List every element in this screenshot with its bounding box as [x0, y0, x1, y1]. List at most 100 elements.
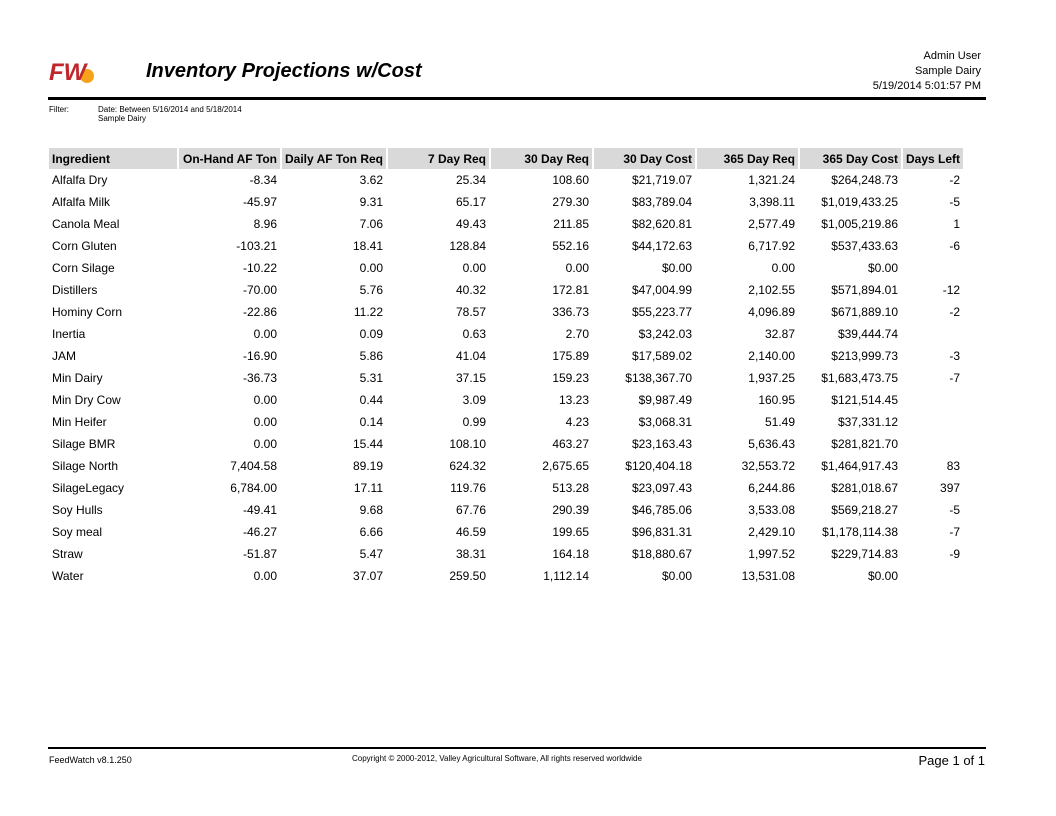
value-cell: 1: [953, 217, 961, 231]
value-cell: -45.97: [242, 195, 277, 209]
value-cell: 1,937.25: [748, 371, 796, 385]
value-cell: 46.59: [455, 525, 487, 539]
value-cell: 37.15: [455, 371, 487, 385]
column-header: Daily AF Ton Req: [282, 148, 387, 169]
value-cell: $569,218.27: [831, 503, 899, 517]
value-cell: $1,019,433.25: [821, 195, 899, 209]
svg-text:FW: FW: [49, 59, 89, 85]
value-cell: 15.44: [352, 437, 384, 451]
value-cell: 2,577.49: [748, 217, 796, 231]
filter-dairy: Sample Dairy: [98, 114, 147, 123]
logo: FW: [49, 57, 97, 86]
value-cell: [903, 257, 963, 279]
value-cell: $120,404.18: [625, 459, 693, 473]
value-cell: 2.70: [565, 327, 590, 341]
ingredient-cell: Inertia: [52, 327, 86, 341]
table-row: Silage North 7,404.58 89.19 624.32 2,675.65 $…: [49, 455, 963, 477]
filter-values: Date: Between 5/16/2014 and 5/18/2014 Sa…: [98, 105, 242, 123]
column-header: Ingredient: [49, 148, 177, 169]
value-cell: 397: [940, 481, 961, 495]
value-cell: 0.00: [253, 437, 277, 451]
ingredient-cell: Soy meal: [52, 525, 103, 539]
column-header: 365 Day Req: [697, 148, 799, 169]
value-cell: $37,331.12: [837, 415, 899, 429]
value-cell: 0.09: [359, 327, 384, 341]
ingredient-cell: Silage BMR: [52, 437, 116, 451]
value-cell: 5.47: [359, 547, 384, 561]
value-cell: $571,894.01: [831, 283, 899, 297]
column-header: 7 Day Req: [388, 148, 490, 169]
table-row: Min Dairy -36.73 5.31 37.15 159.23 $138,367.7…: [49, 367, 963, 389]
page-number: Page 1 of 1: [918, 753, 986, 768]
value-cell: $537,433.63: [831, 239, 899, 253]
value-cell: $83,789.04: [631, 195, 693, 209]
value-cell: -49.41: [242, 503, 277, 517]
value-cell: 9.31: [359, 195, 384, 209]
user-name: Admin User: [923, 50, 981, 62]
value-cell: 4.23: [565, 415, 590, 429]
value-cell: 259.50: [449, 569, 487, 583]
value-cell: 552.16: [552, 239, 590, 253]
filter-label: Filter:: [49, 105, 69, 114]
value-cell: $46,785.06: [631, 503, 693, 517]
table-header-row: Ingredient On-Hand AF Ton Daily AF Ton Req…: [49, 148, 964, 169]
value-cell: 6,784.00: [230, 481, 277, 495]
ingredient-cell: Distillers: [52, 283, 98, 297]
value-cell: $23,097.43: [631, 481, 693, 495]
ingredient-cell: Min Heifer: [52, 415, 107, 429]
value-cell: 41.04: [455, 349, 487, 363]
value-cell: -7: [949, 525, 961, 539]
ingredient-cell: Min Dry Cow: [52, 393, 121, 407]
filter-block: Filter: Date: Between 5/16/2014 and 5/18…: [49, 105, 242, 123]
value-cell: 18.41: [352, 239, 384, 253]
value-cell: 67.76: [455, 503, 487, 517]
logo-mark: FW: [49, 59, 94, 86]
value-cell: $229,714.83: [831, 547, 899, 561]
value-cell: -36.73: [242, 371, 277, 385]
value-cell: -46.27: [242, 525, 277, 539]
report-timestamp: 5/19/2014 5:01:57 PM: [872, 80, 981, 92]
value-cell: 290.39: [552, 503, 590, 517]
value-cell: 0.00: [359, 261, 384, 275]
value-cell: 78.57: [455, 305, 487, 319]
value-cell: 624.32: [449, 459, 487, 473]
value-cell: 6.66: [359, 525, 384, 539]
ingredient-cell: Straw: [52, 547, 83, 561]
value-cell: -8.34: [249, 173, 277, 187]
value-cell: $3,068.31: [638, 415, 693, 429]
value-cell: -70.00: [242, 283, 277, 297]
inventory-table: Ingredient On-Hand AF Ton Daily AF Ton Req…: [47, 148, 965, 587]
table-row: Water 0.00 37.07 259.50 1,112.14 $0.00 13,531.…: [49, 565, 963, 587]
value-cell: $3,242.03: [638, 327, 693, 341]
value-cell: 49.43: [455, 217, 487, 231]
value-cell: 0.99: [462, 415, 487, 429]
value-cell: 32,553.72: [741, 459, 796, 473]
value-cell: 8.96: [253, 217, 277, 231]
value-cell: 513.28: [552, 481, 590, 495]
column-header: Days Left: [903, 148, 964, 169]
value-cell: -22.86: [242, 305, 277, 319]
value-cell: $96,831.31: [631, 525, 693, 539]
value-cell: 0.00: [462, 261, 487, 275]
value-cell: -7: [949, 371, 961, 385]
value-cell: [903, 389, 963, 411]
value-cell: $0.00: [661, 569, 693, 583]
value-cell: $281,821.70: [831, 437, 899, 451]
value-cell: 0.63: [462, 327, 487, 341]
header-rule: [48, 97, 986, 100]
report-meta: Admin User Sample Dairy 5/19/2014 5:01:5…: [873, 49, 981, 94]
value-cell: 0.44: [359, 393, 384, 407]
value-cell: 279.30: [552, 195, 590, 209]
value-cell: $21,719.07: [631, 173, 693, 187]
ingredient-cell: Min Dairy: [52, 371, 103, 385]
table-row: Alfalfa Dry -8.34 3.62 25.34 108.60 $21,719.0…: [49, 169, 963, 191]
value-cell: 9.68: [359, 503, 384, 517]
value-cell: 4,096.89: [748, 305, 796, 319]
value-cell: $671,889.10: [831, 305, 899, 319]
value-cell: 175.89: [552, 349, 590, 363]
table-row: Soy meal -46.27 6.66 46.59 199.65 $96,831.31 2…: [49, 521, 963, 543]
value-cell: $0.00: [661, 261, 693, 275]
value-cell: 2,675.65: [542, 459, 590, 473]
table-row: SilageLegacy 6,784.00 17.11 119.76 513.28 $23…: [49, 477, 963, 499]
value-cell: $1,178,114.38: [822, 525, 899, 539]
